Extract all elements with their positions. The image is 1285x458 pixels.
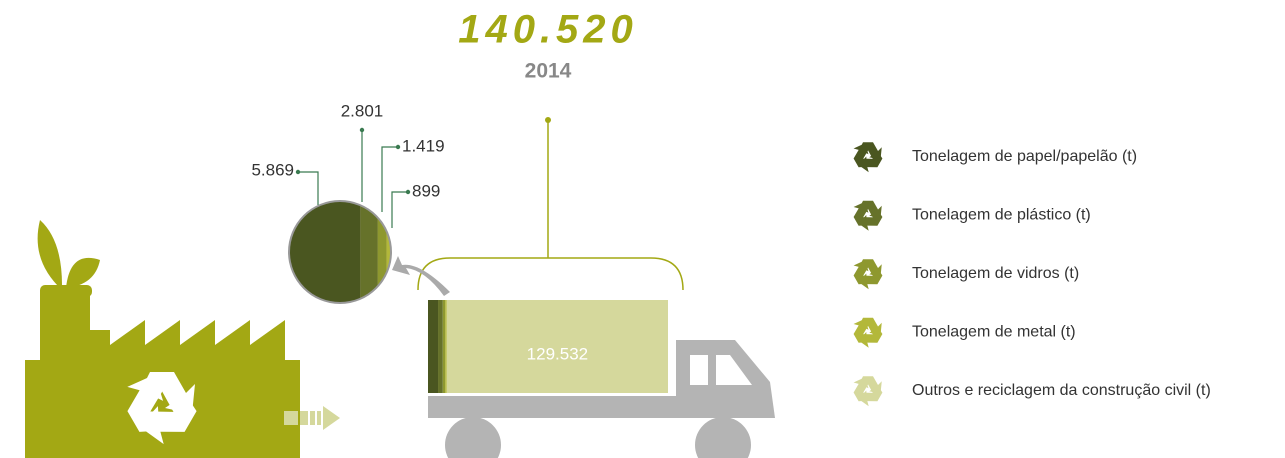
bar-segment — [428, 300, 439, 393]
legend-icon-shape — [849, 376, 886, 409]
value-label: 5.869 — [251, 160, 294, 179]
legend-icon-shape — [849, 259, 886, 292]
zoom-segment — [386, 202, 390, 302]
truck-windows — [690, 355, 752, 385]
legend-icon — [849, 259, 886, 292]
legend-icon — [849, 317, 886, 350]
callout-line — [300, 171, 319, 205]
connector-dot — [545, 117, 551, 123]
legend-label: Tonelagem de papel/papelão (t) — [912, 148, 1137, 165]
legend-label: Tonelagem de vidros (t) — [912, 265, 1079, 282]
year-label: 2014 — [525, 60, 572, 83]
callout-dot — [359, 127, 365, 133]
value-label: 1.419 — [402, 136, 445, 155]
legend-icon — [849, 376, 886, 409]
legend-icon — [849, 200, 886, 233]
value-label: 899 — [412, 181, 440, 200]
legend-icon — [849, 142, 886, 175]
flow-arrow — [284, 406, 340, 430]
bar-segment — [445, 300, 447, 393]
legend-label: Outros e reciclagem da construção civil … — [912, 382, 1211, 399]
legend-icon-shape — [849, 317, 886, 350]
zoom-segment — [290, 202, 361, 302]
zoom-arrow — [392, 256, 450, 296]
callout-dot — [295, 169, 301, 175]
bar-segment — [442, 300, 446, 393]
callout-dot — [405, 189, 411, 195]
legend-label: Tonelagem de plástico (t) — [912, 207, 1091, 224]
legend-icon-shape — [849, 142, 886, 175]
legend-label: Tonelagem de metal (t) — [912, 324, 1076, 341]
legend-icon-shape — [849, 200, 886, 233]
zoom-segment — [377, 202, 387, 302]
value-label: 2.801 — [341, 101, 384, 120]
callout-line — [381, 146, 398, 212]
value-label: 129.532 — [527, 344, 588, 363]
bar-segment — [438, 300, 443, 393]
bar-segment — [446, 300, 668, 393]
total-label: 140.520 — [458, 8, 638, 52]
callout-line — [391, 191, 406, 228]
callout-dot — [395, 144, 401, 150]
zoom-segment — [360, 202, 378, 302]
brace — [417, 257, 684, 291]
